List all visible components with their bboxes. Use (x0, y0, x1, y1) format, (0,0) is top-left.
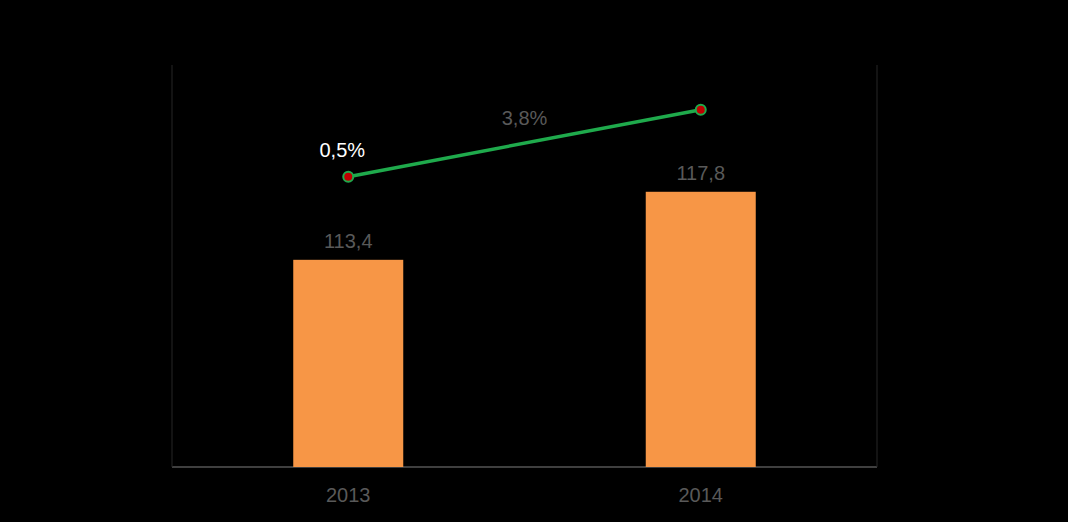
bar-data-label: 113,4 (324, 230, 373, 252)
bar (293, 260, 403, 467)
x-tick-label: 2014 (679, 484, 724, 506)
x-tick-label: 2013 (326, 484, 371, 506)
bar (646, 192, 756, 467)
chart-svg: 113,4 117,8 0,5% 3,8% 2013 2014 (0, 0, 1068, 522)
line-marker (696, 105, 706, 115)
line-data-label: 0,5% (319, 139, 365, 161)
plot-marks (293, 105, 756, 467)
y-axis-line (172, 65, 173, 467)
y2-axis-line (877, 65, 878, 467)
x-axis-line (172, 467, 877, 468)
line-data-label: 3,8% (502, 107, 548, 129)
chart-container: 113,4 117,8 0,5% 3,8% 2013 2014 (0, 0, 1068, 522)
labels: 113,4 117,8 0,5% 3,8% 2013 2014 (319, 107, 725, 506)
line-marker (343, 172, 353, 182)
bar-data-label: 117,8 (676, 162, 725, 184)
